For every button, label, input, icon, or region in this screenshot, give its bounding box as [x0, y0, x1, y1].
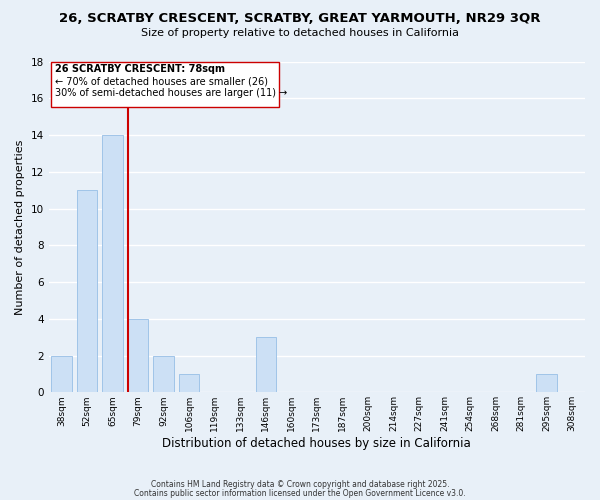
Bar [51, 356, 71, 393]
Bar [154, 356, 174, 393]
Bar [536, 374, 557, 392]
Text: 30% of semi-detached houses are larger (11) →: 30% of semi-detached houses are larger (… [55, 88, 287, 98]
Bar [179, 374, 199, 392]
Bar [103, 135, 123, 392]
Text: Contains public sector information licensed under the Open Government Licence v3: Contains public sector information licen… [134, 488, 466, 498]
Bar [128, 319, 148, 392]
Text: ← 70% of detached houses are smaller (26): ← 70% of detached houses are smaller (26… [55, 76, 268, 86]
Bar [77, 190, 97, 392]
X-axis label: Distribution of detached houses by size in California: Distribution of detached houses by size … [163, 437, 471, 450]
Text: 26, SCRATBY CRESCENT, SCRATBY, GREAT YARMOUTH, NR29 3QR: 26, SCRATBY CRESCENT, SCRATBY, GREAT YAR… [59, 12, 541, 26]
Y-axis label: Number of detached properties: Number of detached properties [15, 139, 25, 314]
Text: Size of property relative to detached houses in California: Size of property relative to detached ho… [141, 28, 459, 38]
Bar [256, 337, 276, 392]
Text: Contains HM Land Registry data © Crown copyright and database right 2025.: Contains HM Land Registry data © Crown c… [151, 480, 449, 489]
Text: 26 SCRATBY CRESCENT: 78sqm: 26 SCRATBY CRESCENT: 78sqm [55, 64, 225, 74]
FancyBboxPatch shape [51, 62, 278, 106]
